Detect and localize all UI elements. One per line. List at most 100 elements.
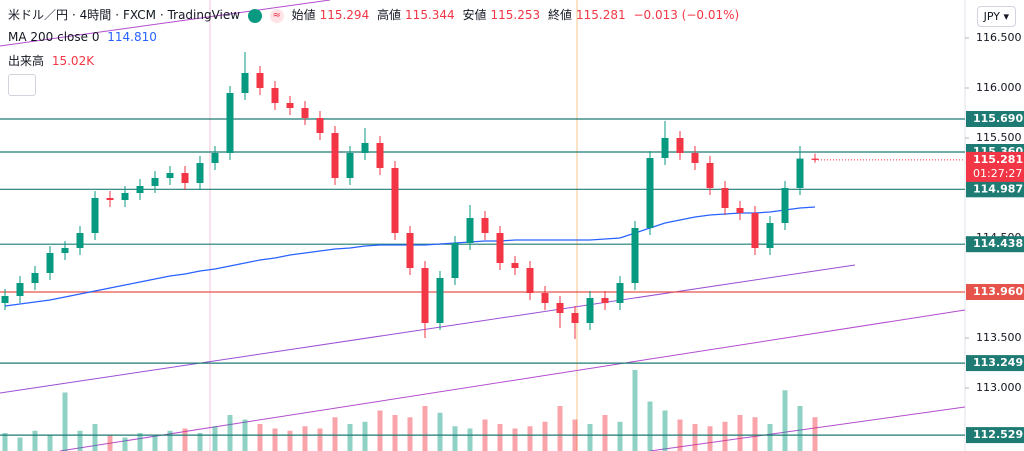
volume-bar (287, 430, 293, 451)
candle-body (1, 296, 9, 303)
candle-body (646, 158, 654, 228)
level-label-bg (966, 355, 1024, 372)
volume-bar (212, 426, 218, 451)
price-label: 115.281 (973, 153, 1023, 166)
candle-body (46, 253, 54, 273)
status-icon[interactable] (247, 8, 262, 23)
level-label-bg (966, 284, 1024, 300)
volume-bar (407, 417, 413, 451)
level-label: 112.529 (973, 428, 1023, 441)
candle-body (376, 143, 384, 168)
volume-bar (542, 421, 548, 451)
symbol: 米ドル／円 (8, 8, 69, 22)
volume-layer (2, 370, 818, 451)
candle-body (61, 248, 69, 253)
level-label: 113.960 (973, 285, 1023, 298)
candle-body (316, 118, 324, 133)
candle-body (691, 153, 699, 163)
y-tick-label: 116.000 (976, 81, 1022, 94)
volume-bar (92, 424, 98, 451)
y-tick-label: 115.500 (976, 131, 1022, 144)
y-tick-label: 113.000 (976, 381, 1022, 394)
candle-body (286, 103, 294, 108)
candle-body (811, 158, 819, 160)
candle-body (766, 223, 774, 248)
ohlc-value: 115.281 (575, 8, 626, 22)
volume-bar (452, 426, 458, 451)
candle-body (586, 298, 594, 323)
volume-bar (227, 415, 233, 451)
replay-icon[interactable]: ≈ (269, 8, 284, 23)
volume-bar (767, 424, 773, 451)
volume-bar (152, 435, 158, 451)
candle-body (331, 133, 339, 178)
volume-bar (182, 428, 188, 451)
candle-body (76, 233, 84, 248)
ohlc-label: 終値 (547, 8, 572, 22)
volume-bar (587, 424, 593, 451)
volume-bar (782, 390, 788, 451)
y-tick-label: 116.500 (976, 31, 1022, 44)
candle-body (466, 218, 474, 243)
candle-body (106, 198, 114, 200)
currency: JPY (983, 10, 1000, 23)
candle-body (31, 273, 39, 283)
candle-body (211, 153, 219, 163)
countdown: 01:27:27 (973, 167, 1022, 180)
candle-body (451, 243, 459, 278)
candle-body (616, 283, 624, 303)
ohlc-label: 始値 (291, 8, 316, 22)
volume-bar (62, 392, 68, 451)
currency-button[interactable]: JPY ▾ (976, 6, 1016, 27)
volume-bar (377, 410, 383, 451)
level-label-bg (966, 236, 1024, 253)
ohlc-value: 115.253 (490, 8, 541, 22)
ohlc-label: 安値 (462, 8, 487, 22)
volume-bar (257, 424, 263, 451)
candle-body (631, 228, 639, 283)
volume-bar (497, 424, 503, 451)
candle-body (541, 293, 549, 303)
candle-body (796, 158, 804, 188)
volume-bar (602, 415, 608, 451)
candle-body (241, 73, 249, 93)
volume-bar (137, 433, 143, 451)
level-label-bg (966, 181, 1024, 198)
ohlc-value: 115.294 (319, 8, 370, 22)
volume-bar (107, 435, 113, 451)
volume-bar (437, 412, 443, 451)
change: −0.013 (−0.01%) (633, 8, 740, 22)
volume-bar (662, 410, 668, 451)
volume-bar (617, 421, 623, 451)
volume-bar (512, 428, 518, 451)
candle-body (256, 73, 264, 88)
candle-body (406, 233, 414, 268)
legend-header: 米ドル／円 · 4時間 · FXCM · TradingView ≈ 始値 115.29… (8, 8, 740, 23)
level-label: 115.690 (973, 112, 1023, 125)
candle-body (16, 283, 24, 296)
volume-bar (302, 426, 308, 451)
volume-bar (2, 433, 8, 451)
candle-body (166, 173, 174, 178)
volume-bar (467, 428, 473, 451)
volume-bar (77, 430, 83, 451)
candle-body (706, 163, 714, 188)
candle-body (511, 263, 519, 268)
candle-body (136, 186, 144, 193)
ma-legend: MA 200 close 0 114.810 (8, 30, 161, 44)
volume-bar (737, 415, 743, 451)
candle-body (121, 193, 129, 200)
volume-bar (632, 370, 638, 451)
y-tick-label: 113.500 (976, 331, 1022, 344)
volume-bar (197, 433, 203, 451)
ohlc-label: 高値 (377, 8, 402, 22)
candle-body (751, 213, 759, 248)
volume-bar (122, 437, 128, 451)
candle-body (481, 218, 489, 233)
trend-line (649, 406, 966, 451)
trend-line (0, 264, 856, 394)
candle-body (601, 298, 609, 303)
collapse-button[interactable] (8, 74, 36, 96)
candle-body (436, 278, 444, 323)
